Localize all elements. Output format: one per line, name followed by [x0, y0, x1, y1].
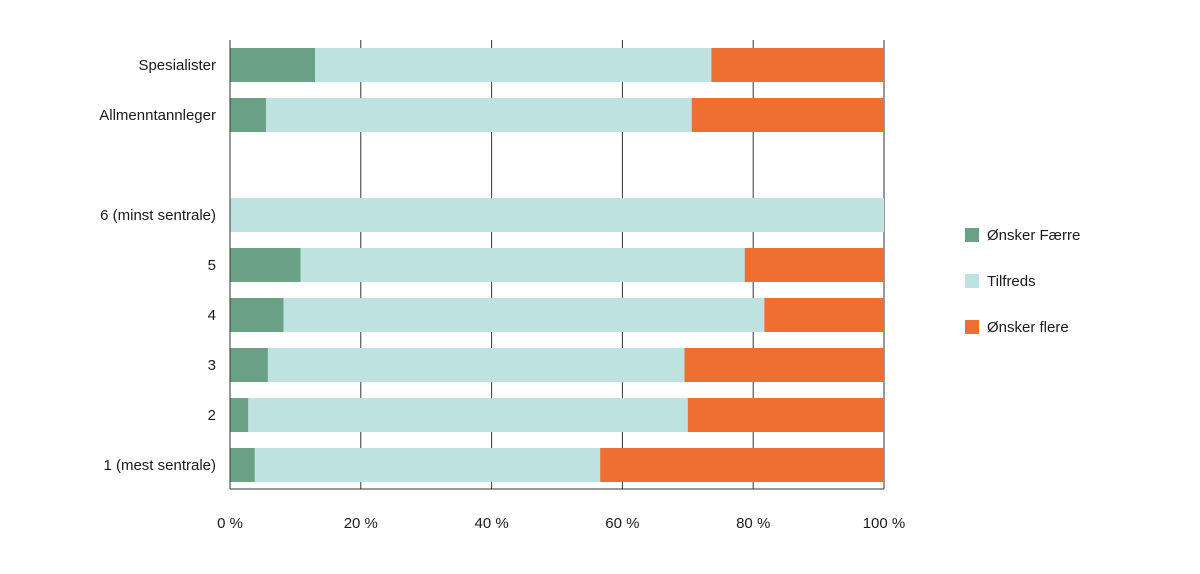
bar-segment: [230, 298, 284, 332]
legend-swatch: [965, 320, 979, 334]
y-category-label: 5: [208, 257, 216, 274]
legend-swatch: [965, 228, 979, 242]
legend: Ønsker Færre Tilfreds Ønsker flere: [965, 227, 1080, 336]
bar-segment: [254, 448, 601, 482]
y-category-label: Spesialister: [138, 57, 216, 74]
bar-segment: [230, 248, 301, 282]
y-category-label: 3: [208, 357, 216, 374]
bar-segment: [691, 98, 884, 132]
bar-segment: [230, 48, 316, 82]
bar-segment: [687, 398, 884, 432]
bar-segment: [315, 48, 712, 82]
y-category-label: 2: [208, 407, 216, 424]
x-tick-label: 80 %: [736, 515, 770, 532]
bar-segment: [230, 398, 249, 432]
x-tick-label: 100 %: [863, 515, 906, 532]
x-tick-label: 40 %: [474, 515, 508, 532]
bar-segment: [230, 348, 268, 382]
bar-segment: [283, 298, 765, 332]
legend-label: Ønsker Færre: [987, 227, 1080, 244]
bar-segment: [684, 348, 884, 382]
bar-segment: [711, 48, 884, 82]
legend-label: Tilfreds: [987, 273, 1036, 290]
bar-segment: [248, 398, 688, 432]
x-tick-label: 0 %: [217, 515, 243, 532]
bar-segment: [267, 348, 685, 382]
bar-segment: [764, 298, 884, 332]
bar-segment: [265, 98, 692, 132]
bars: [230, 48, 884, 482]
y-category-label: 6 (minst sentrale): [100, 207, 216, 224]
legend-label: Ønsker flere: [987, 319, 1069, 336]
bar-segment: [230, 448, 255, 482]
legend-swatch: [965, 274, 979, 288]
y-category-label: Allmenntannleger: [99, 107, 216, 124]
x-tick-label: 60 %: [605, 515, 639, 532]
axes: 0 % 20 % 40 % 60 % 80 % 100 % Spesialister Allm…: [99, 40, 905, 532]
bar-segment: [230, 198, 884, 232]
x-tick-label: 20 %: [344, 515, 378, 532]
bar-segment: [300, 248, 745, 282]
y-category-label: 1 (mest sentrale): [103, 457, 216, 474]
y-category-label: 4: [208, 307, 216, 324]
bar-segment: [600, 448, 884, 482]
bar-segment: [744, 248, 884, 282]
bar-segment: [230, 98, 266, 132]
